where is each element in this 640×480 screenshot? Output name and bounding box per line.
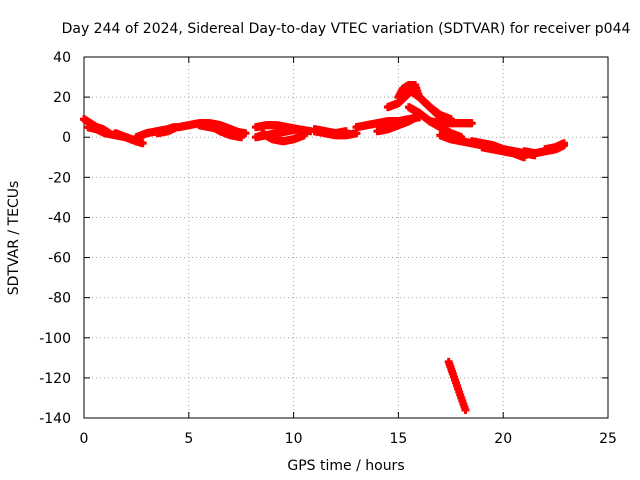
y-axis-label: SDTVAR / TECUs xyxy=(6,181,22,296)
series-arc-19 xyxy=(425,117,476,128)
series-arc-17 xyxy=(394,81,455,128)
y-tick-label: -40 xyxy=(48,210,71,226)
data-point xyxy=(342,127,350,136)
y-tick-label: -100 xyxy=(39,331,71,347)
data-point xyxy=(138,139,147,148)
data-point xyxy=(300,131,309,140)
x-tick-label: 10 xyxy=(285,431,303,447)
x-tick-label: 20 xyxy=(494,431,512,447)
series-arc-15 xyxy=(373,111,424,136)
x-tick-label: 0 xyxy=(80,431,89,447)
chart-title: Day 244 of 2024, Sidereal Day-to-day VTE… xyxy=(62,21,631,37)
data-point xyxy=(461,405,470,414)
data-point xyxy=(520,153,529,162)
axis-ticks: -140 -120 -100 -80 -60 -40 -20 0 20 40 0 5 10 15 20 25 xyxy=(39,50,617,447)
y-tick-label: -80 xyxy=(48,291,71,307)
data-point xyxy=(415,109,433,125)
gridlines xyxy=(84,57,608,418)
x-tick-label: 5 xyxy=(184,431,193,447)
y-tick-label: 40 xyxy=(53,50,71,66)
data-point xyxy=(241,129,250,138)
series-arc-24 xyxy=(541,139,568,154)
series-arc-11 xyxy=(258,129,309,146)
x-tick-label: 15 xyxy=(389,431,407,447)
data-point xyxy=(237,133,246,142)
x-tick-label: 25 xyxy=(599,431,617,447)
y-tick-label: -20 xyxy=(48,170,71,186)
y-tick-label: 20 xyxy=(53,90,71,106)
data-point xyxy=(425,103,444,121)
series-arc-8 xyxy=(205,121,246,142)
data-points xyxy=(80,81,568,414)
y-tick-label: -140 xyxy=(39,411,71,427)
data-point xyxy=(306,127,315,136)
x-axis-label: GPS time / hours xyxy=(287,458,404,474)
data-point xyxy=(559,139,568,148)
data-point xyxy=(293,125,302,134)
plot-frame xyxy=(83,56,609,419)
y-tick-label: -120 xyxy=(39,371,71,387)
data-point xyxy=(467,119,476,128)
series-arc-25 xyxy=(444,357,470,414)
y-tick-label: 0 xyxy=(62,130,71,146)
series-arc-13 xyxy=(310,125,350,138)
data-point xyxy=(352,129,361,138)
series-arc-22 xyxy=(478,143,529,162)
y-tick-label: -60 xyxy=(48,251,71,267)
